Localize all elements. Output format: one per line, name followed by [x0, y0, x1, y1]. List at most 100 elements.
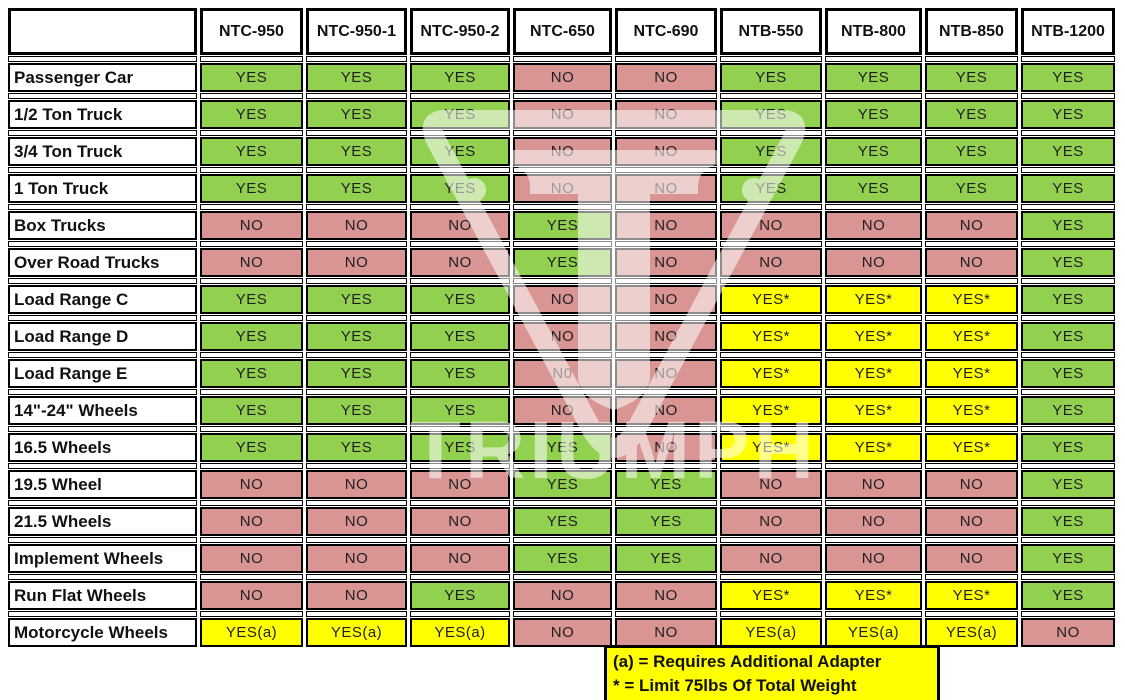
cell-3-4-ton-truck-ntc-650: NO — [513, 137, 612, 166]
row-spacer — [925, 537, 1018, 543]
row-spacer — [615, 574, 717, 580]
cell-3-4-ton-truck-ntc-690: NO — [615, 137, 717, 166]
row-spacer — [410, 574, 510, 580]
row-spacer — [8, 352, 197, 358]
row-spacer — [8, 389, 197, 395]
row-spacer — [513, 426, 612, 432]
cell-load-range-e-ntb-800: YES* — [825, 359, 922, 388]
row-spacer — [410, 537, 510, 543]
row-spacer — [615, 167, 717, 173]
row-spacer — [1021, 611, 1115, 617]
cell-1-ton-truck-ntc-650: NO — [513, 174, 612, 203]
cell-passenger-car-ntb-850: YES — [925, 63, 1018, 92]
row-spacer — [1021, 204, 1115, 210]
cell-over-road-trucks-ntc-690: NO — [615, 248, 717, 277]
cell-implement-wheels-ntc-690: YES — [615, 544, 717, 573]
cell-19-5-wheel-ntb-1200: YES — [1021, 470, 1115, 499]
cell-1-2-ton-truck-ntb-850: YES — [925, 100, 1018, 129]
row-spacer — [1021, 463, 1115, 469]
cell-21-5-wheels-ntc-950: NO — [200, 507, 303, 536]
row-spacer — [1021, 500, 1115, 506]
row-spacer — [615, 278, 717, 284]
row-spacer — [513, 463, 612, 469]
row-spacer — [8, 167, 197, 173]
cell-implement-wheels-ntc-950-1: NO — [306, 544, 407, 573]
row-spacer — [513, 204, 612, 210]
cell-16-5-wheels-ntc-950-2: YES — [410, 433, 510, 462]
row-spacer — [306, 426, 407, 432]
row-spacer — [825, 130, 922, 136]
row-spacer — [410, 315, 510, 321]
row-label-load-range-d: Load Range D — [8, 322, 197, 351]
row-spacer — [8, 241, 197, 247]
row-spacer — [8, 56, 197, 62]
compatibility-matrix: NTC-950 NTC-950-1 NTC-950-2 NTC-650 NTC-690 N… — [8, 8, 1115, 647]
row-spacer — [720, 389, 822, 395]
row-spacer — [1021, 574, 1115, 580]
row-spacer — [513, 611, 612, 617]
row-spacer — [825, 315, 922, 321]
row-spacer — [306, 93, 407, 99]
row-spacer — [306, 352, 407, 358]
row-spacer — [513, 389, 612, 395]
cell-19-5-wheel-ntc-950-1: NO — [306, 470, 407, 499]
cell-implement-wheels-ntc-650: YES — [513, 544, 612, 573]
row-spacer — [410, 241, 510, 247]
cell-3-4-ton-truck-ntb-800: YES — [825, 137, 922, 166]
row-spacer — [8, 93, 197, 99]
row-spacer — [8, 500, 197, 506]
cell-run-flat-wheels-ntc-690: NO — [615, 581, 717, 610]
row-spacer — [925, 130, 1018, 136]
cell-19-5-wheel-ntb-800: NO — [825, 470, 922, 499]
cell-load-range-d-ntc-950-1: YES — [306, 322, 407, 351]
row-spacer — [410, 93, 510, 99]
cell-3-4-ton-truck-ntb-550: YES — [720, 137, 822, 166]
cell-over-road-trucks-ntc-950-2: NO — [410, 248, 510, 277]
row-spacer — [825, 352, 922, 358]
row-spacer — [720, 93, 822, 99]
row-spacer — [410, 130, 510, 136]
cell-run-flat-wheels-ntb-550: YES* — [720, 581, 822, 610]
row-spacer — [825, 611, 922, 617]
row-spacer — [513, 167, 612, 173]
row-spacer — [513, 537, 612, 543]
cell-load-range-e-ntc-950-1: YES — [306, 359, 407, 388]
row-label-19-5-wheel: 19.5 Wheel — [8, 470, 197, 499]
row-spacer — [513, 278, 612, 284]
cell-19-5-wheel-ntc-690: YES — [615, 470, 717, 499]
row-label-motorcycle-wheels: Motorcycle Wheels — [8, 618, 197, 647]
cell-load-range-e-ntc-950: YES — [200, 359, 303, 388]
row-spacer — [925, 611, 1018, 617]
cell-passenger-car-ntb-550: YES — [720, 63, 822, 92]
cell-1-ton-truck-ntc-950: YES — [200, 174, 303, 203]
cell-passenger-car-ntc-950: YES — [200, 63, 303, 92]
cell-load-range-d-ntb-800: YES* — [825, 322, 922, 351]
row-spacer — [615, 352, 717, 358]
cell-implement-wheels-ntc-950: NO — [200, 544, 303, 573]
row-spacer — [200, 56, 303, 62]
cell-21-5-wheels-ntb-850: NO — [925, 507, 1018, 536]
cell-1-ton-truck-ntc-950-1: YES — [306, 174, 407, 203]
cell-over-road-trucks-ntc-950: NO — [200, 248, 303, 277]
row-spacer — [410, 426, 510, 432]
cell-21-5-wheels-ntb-550: NO — [720, 507, 822, 536]
cell-over-road-trucks-ntb-850: NO — [925, 248, 1018, 277]
cell-14-24-wheels-ntb-800: YES* — [825, 396, 922, 425]
column-header-ntb-1200: NTB-1200 — [1021, 8, 1115, 55]
footnote-weight: * = Limit 75lbs Of Total Weight — [613, 675, 857, 695]
cell-over-road-trucks-ntb-1200: YES — [1021, 248, 1115, 277]
row-spacer — [615, 204, 717, 210]
row-spacer — [825, 56, 922, 62]
row-spacer — [306, 241, 407, 247]
row-spacer — [200, 315, 303, 321]
row-spacer — [720, 500, 822, 506]
row-spacer — [1021, 93, 1115, 99]
row-spacer — [200, 130, 303, 136]
cell-21-5-wheels-ntc-690: YES — [615, 507, 717, 536]
cell-1-ton-truck-ntc-950-2: YES — [410, 174, 510, 203]
cell-passenger-car-ntb-1200: YES — [1021, 63, 1115, 92]
cell-19-5-wheel-ntc-650: YES — [513, 470, 612, 499]
row-spacer — [306, 130, 407, 136]
cell-motorcycle-wheels-ntc-950-1: YES(a) — [306, 618, 407, 647]
cell-load-range-d-ntb-850: YES* — [925, 322, 1018, 351]
